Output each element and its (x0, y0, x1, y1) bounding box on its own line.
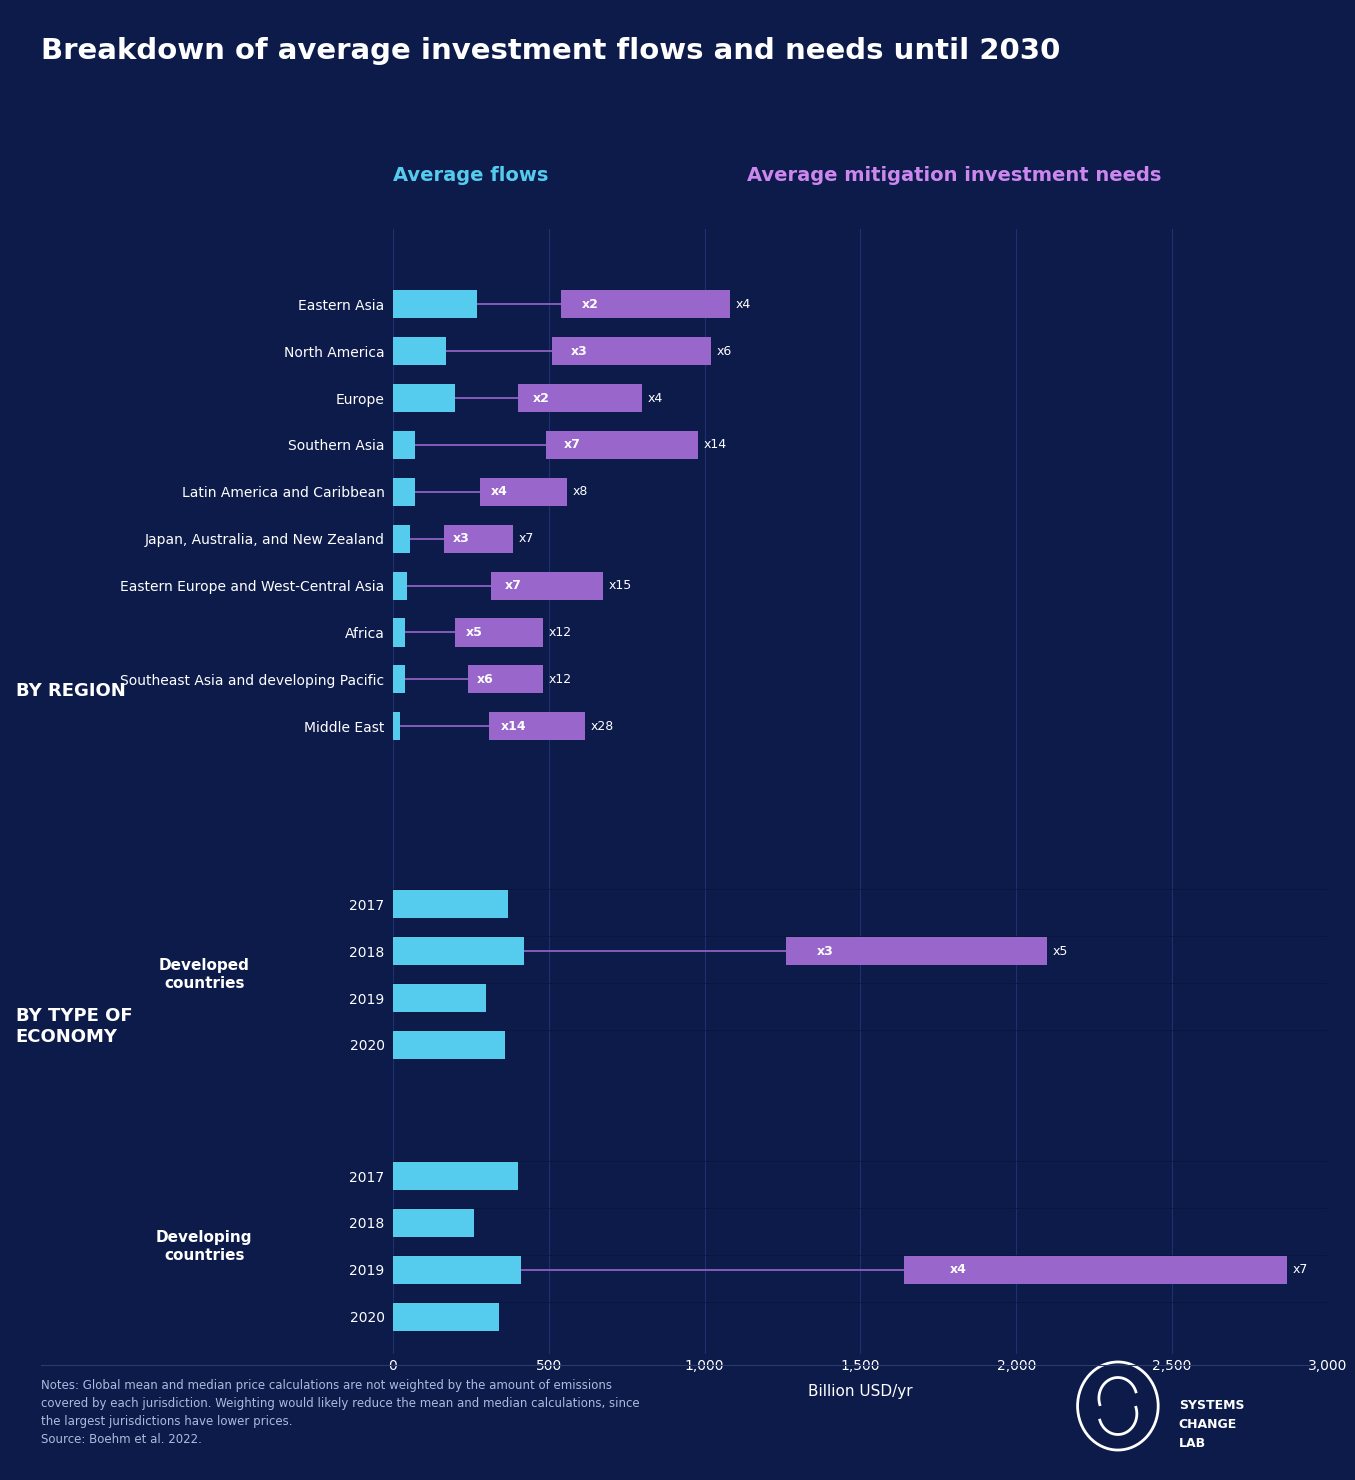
Bar (546, 431, 698, 459)
Text: Developing
countries: Developing countries (156, 1230, 252, 1262)
Bar (393, 666, 405, 693)
Bar (393, 937, 524, 965)
Text: x7: x7 (1293, 1264, 1309, 1276)
Text: Notes: Global mean and median price calculations are not weighted by the amount : Notes: Global mean and median price calc… (41, 1379, 640, 1446)
Text: Developed
countries: Developed countries (159, 959, 249, 990)
Bar (393, 431, 415, 459)
Bar (393, 385, 455, 413)
Bar (393, 290, 477, 318)
Bar (551, 337, 711, 366)
Text: x7: x7 (504, 579, 522, 592)
Text: x3: x3 (570, 345, 588, 358)
Bar (491, 571, 603, 599)
Bar (393, 1162, 518, 1190)
Text: x14: x14 (705, 438, 728, 451)
Text: BY REGION: BY REGION (16, 682, 126, 700)
Text: Average mitigation investment needs: Average mitigation investment needs (747, 166, 1161, 185)
Bar (393, 1255, 520, 1283)
Text: x3: x3 (453, 533, 469, 545)
Text: Average flows: Average flows (393, 166, 549, 185)
Text: x12: x12 (549, 626, 572, 639)
Text: x5: x5 (466, 626, 482, 639)
Bar (393, 1209, 474, 1237)
Text: x7: x7 (564, 438, 581, 451)
Text: x5: x5 (1053, 944, 1068, 958)
Bar (467, 666, 542, 693)
Bar (393, 1030, 505, 1060)
Bar (518, 385, 642, 413)
Text: BY TYPE OF
ECONOMY: BY TYPE OF ECONOMY (16, 1008, 133, 1046)
Text: x28: x28 (591, 719, 614, 733)
Bar (393, 571, 406, 599)
Bar (393, 525, 411, 554)
Text: x15: x15 (608, 579, 633, 592)
Bar (489, 712, 585, 740)
Bar (455, 619, 542, 647)
Bar (393, 1302, 499, 1331)
Bar (480, 478, 568, 506)
Bar (786, 937, 1047, 965)
Text: x3: x3 (817, 944, 833, 958)
Text: x2: x2 (533, 392, 549, 404)
Text: x14: x14 (500, 719, 526, 733)
Text: x7: x7 (519, 533, 534, 545)
Text: x2: x2 (581, 297, 599, 311)
Text: x12: x12 (549, 673, 572, 685)
Bar (393, 337, 446, 366)
Text: x6: x6 (717, 345, 732, 358)
Text: Breakdown of average investment flows and needs until 2030: Breakdown of average investment flows an… (41, 37, 1060, 65)
Bar (393, 984, 486, 1012)
Bar (393, 478, 415, 506)
Bar (444, 525, 514, 554)
Text: x4: x4 (950, 1264, 967, 1276)
X-axis label: Billion USD/yr: Billion USD/yr (808, 1384, 913, 1399)
Text: x4: x4 (491, 485, 508, 499)
Text: SYSTEMS
CHANGE
LAB: SYSTEMS CHANGE LAB (1179, 1399, 1244, 1449)
Bar (561, 290, 729, 318)
Bar (393, 619, 405, 647)
Text: x4: x4 (648, 392, 663, 404)
Bar (904, 1255, 1287, 1283)
Bar (393, 891, 508, 918)
Bar (393, 712, 400, 740)
Text: x8: x8 (573, 485, 588, 499)
Text: x4: x4 (736, 297, 751, 311)
Text: x6: x6 (477, 673, 493, 685)
